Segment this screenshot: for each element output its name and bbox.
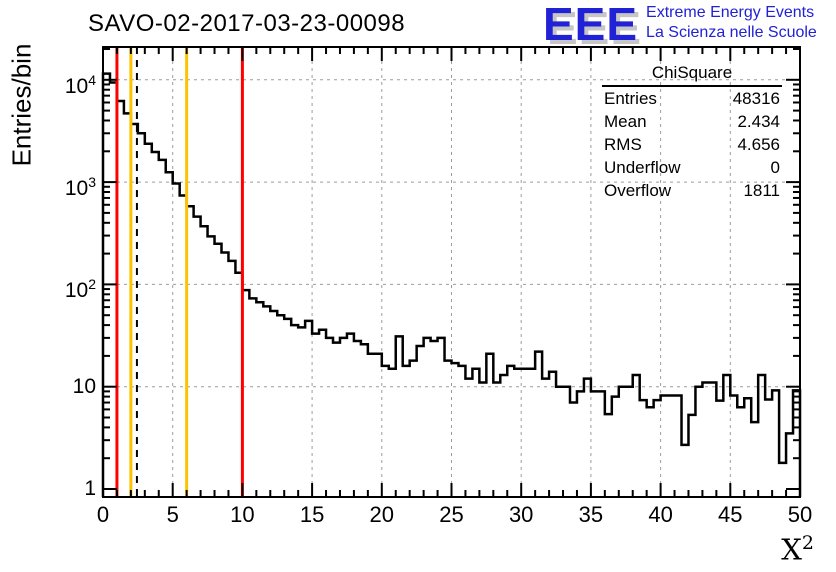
stats-row-value: 0 [770,158,780,177]
eee-logo-text: Extreme Energy Events La Scienza nelle S… [646,3,817,43]
stats-box: ChiSquare Entries 48316 Mean 2.434 RMS 4.656 U… [602,62,782,202]
stats-row-value: 4.656 [737,135,780,154]
plot-frame [102,46,801,498]
stats-row: RMS 4.656 [602,133,782,156]
plot-title: SAVO-02-2017-03-23-00098 [88,10,406,37]
stats-row-label: Underflow [604,158,681,177]
y-tick-label: 10 [38,374,96,400]
x-tick-label: 35 [578,502,604,527]
x-tick-label: 50 [787,502,813,527]
stats-row: Mean 2.434 [602,110,782,133]
x-tick-label: 45 [718,502,743,527]
x-tick-label: 5 [166,502,179,527]
y-tick-label: 1 [38,476,96,502]
stats-row-label: Overflow [604,181,672,200]
stats-row-value: 1811 [743,181,780,200]
x-tick-label: 40 [648,502,673,527]
stats-box-title: ChiSquare [602,62,782,87]
y-tick-label-base: 10 [64,177,89,201]
y-tick-label: 104 [38,67,96,98]
y-tick-label-base: 10 [64,279,89,303]
stats-box-rows: Entries 48316 Mean 2.434 RMS 4.656 Underflow 0 O… [602,87,782,202]
y-tick-label-base: 10 [64,74,89,98]
x-tick-label: 20 [369,502,395,527]
eee-logo: EEE Extreme Energy Events La Scienza nel… [543,0,817,48]
eee-logo-acronym: EEE [543,0,639,50]
y-tick-label: 102 [38,271,96,302]
x-tick-label: 25 [439,502,464,527]
x-axis-title: X2 [781,532,814,567]
x-axis-title-base: X [781,532,802,567]
eee-logo-line2: La Scienza nelle Scuole [646,24,817,41]
x-tick-label: 15 [299,502,325,527]
stats-row-value: 48316 [732,89,780,108]
y-tick-label-base: 1 [84,477,96,500]
x-tick-label: 30 [508,502,534,527]
y-tick-label-exponent: 2 [88,276,96,293]
y-tick-label-exponent: 3 [88,174,96,191]
x-axis-title-exponent: 2 [801,532,814,554]
stats-row-label: Mean [604,112,647,131]
y-tick-label: 103 [38,169,96,200]
stats-row-value: 2.434 [737,112,780,131]
stats-row-label: RMS [604,135,642,154]
stats-row: Entries 48316 [602,87,782,110]
chisquare-histogram-line [101,72,802,497]
y-tick-label-exponent: 4 [88,71,96,88]
y-tick-label-base: 10 [72,374,96,398]
eee-logo-line1: Extreme Energy Events [646,4,815,21]
x-tick-label: 10 [230,502,255,527]
x-tick-label: 0 [96,502,110,527]
stats-row: Overflow 1811 [602,179,782,202]
stats-row-label: Entries [604,89,657,108]
stats-row: Underflow 0 [602,156,782,179]
